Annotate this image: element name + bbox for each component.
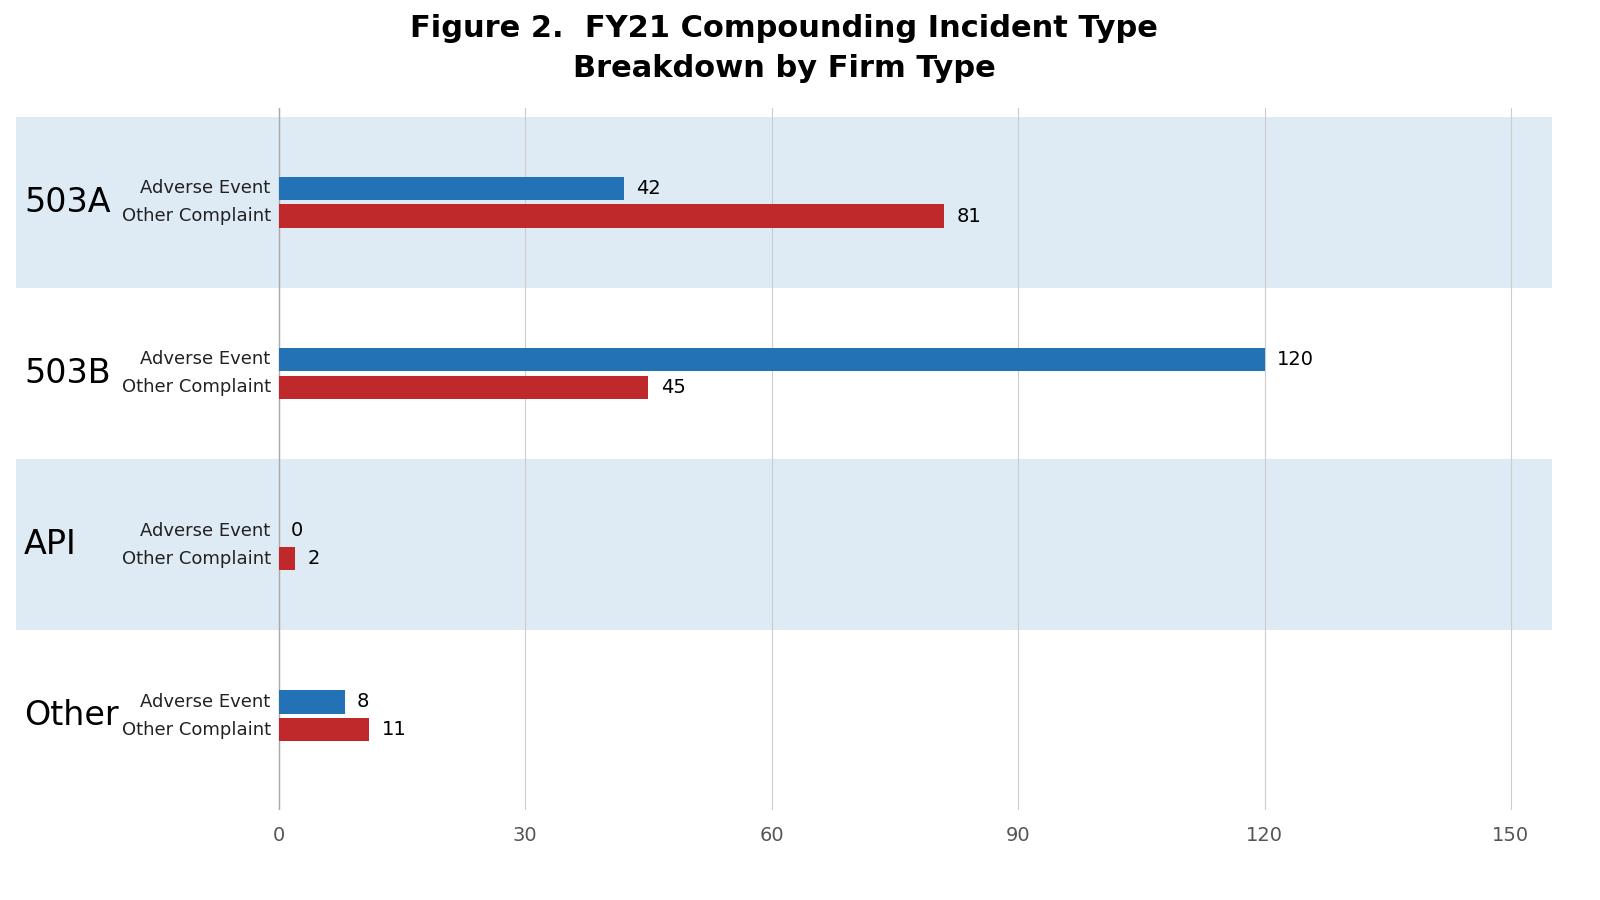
Bar bbox=[278, 547, 296, 571]
Bar bbox=[278, 347, 1264, 371]
Text: Adverse Event: Adverse Event bbox=[141, 350, 270, 368]
Text: Other Complaint: Other Complaint bbox=[122, 721, 270, 739]
Text: 42: 42 bbox=[637, 179, 661, 198]
Bar bbox=[278, 718, 370, 742]
Text: 503B: 503B bbox=[24, 357, 110, 390]
Text: Other: Other bbox=[24, 699, 118, 733]
Text: 11: 11 bbox=[381, 720, 406, 739]
Bar bbox=[16, 288, 1552, 459]
Text: 45: 45 bbox=[661, 378, 686, 397]
Text: Adverse Event: Adverse Event bbox=[141, 179, 270, 197]
Text: 0: 0 bbox=[291, 521, 304, 540]
Bar bbox=[278, 176, 624, 200]
Bar bbox=[16, 117, 1552, 288]
Text: Adverse Event: Adverse Event bbox=[141, 693, 270, 711]
Text: 2: 2 bbox=[307, 549, 320, 568]
Text: 503A: 503A bbox=[24, 185, 110, 219]
Text: 120: 120 bbox=[1277, 350, 1314, 369]
Text: Other Complaint: Other Complaint bbox=[122, 378, 270, 396]
Bar bbox=[278, 690, 344, 714]
Bar bbox=[278, 375, 648, 399]
Text: Adverse Event: Adverse Event bbox=[141, 522, 270, 540]
Text: 8: 8 bbox=[357, 692, 370, 711]
Title: Figure 2.  FY21 Compounding Incident Type
Breakdown by Firm Type: Figure 2. FY21 Compounding Incident Type… bbox=[410, 14, 1158, 84]
Text: Other Complaint: Other Complaint bbox=[122, 207, 270, 225]
Bar bbox=[16, 630, 1552, 801]
Text: 81: 81 bbox=[957, 207, 981, 226]
Text: API: API bbox=[24, 528, 77, 561]
Bar bbox=[16, 459, 1552, 630]
Bar bbox=[278, 204, 944, 228]
Text: Other Complaint: Other Complaint bbox=[122, 550, 270, 568]
